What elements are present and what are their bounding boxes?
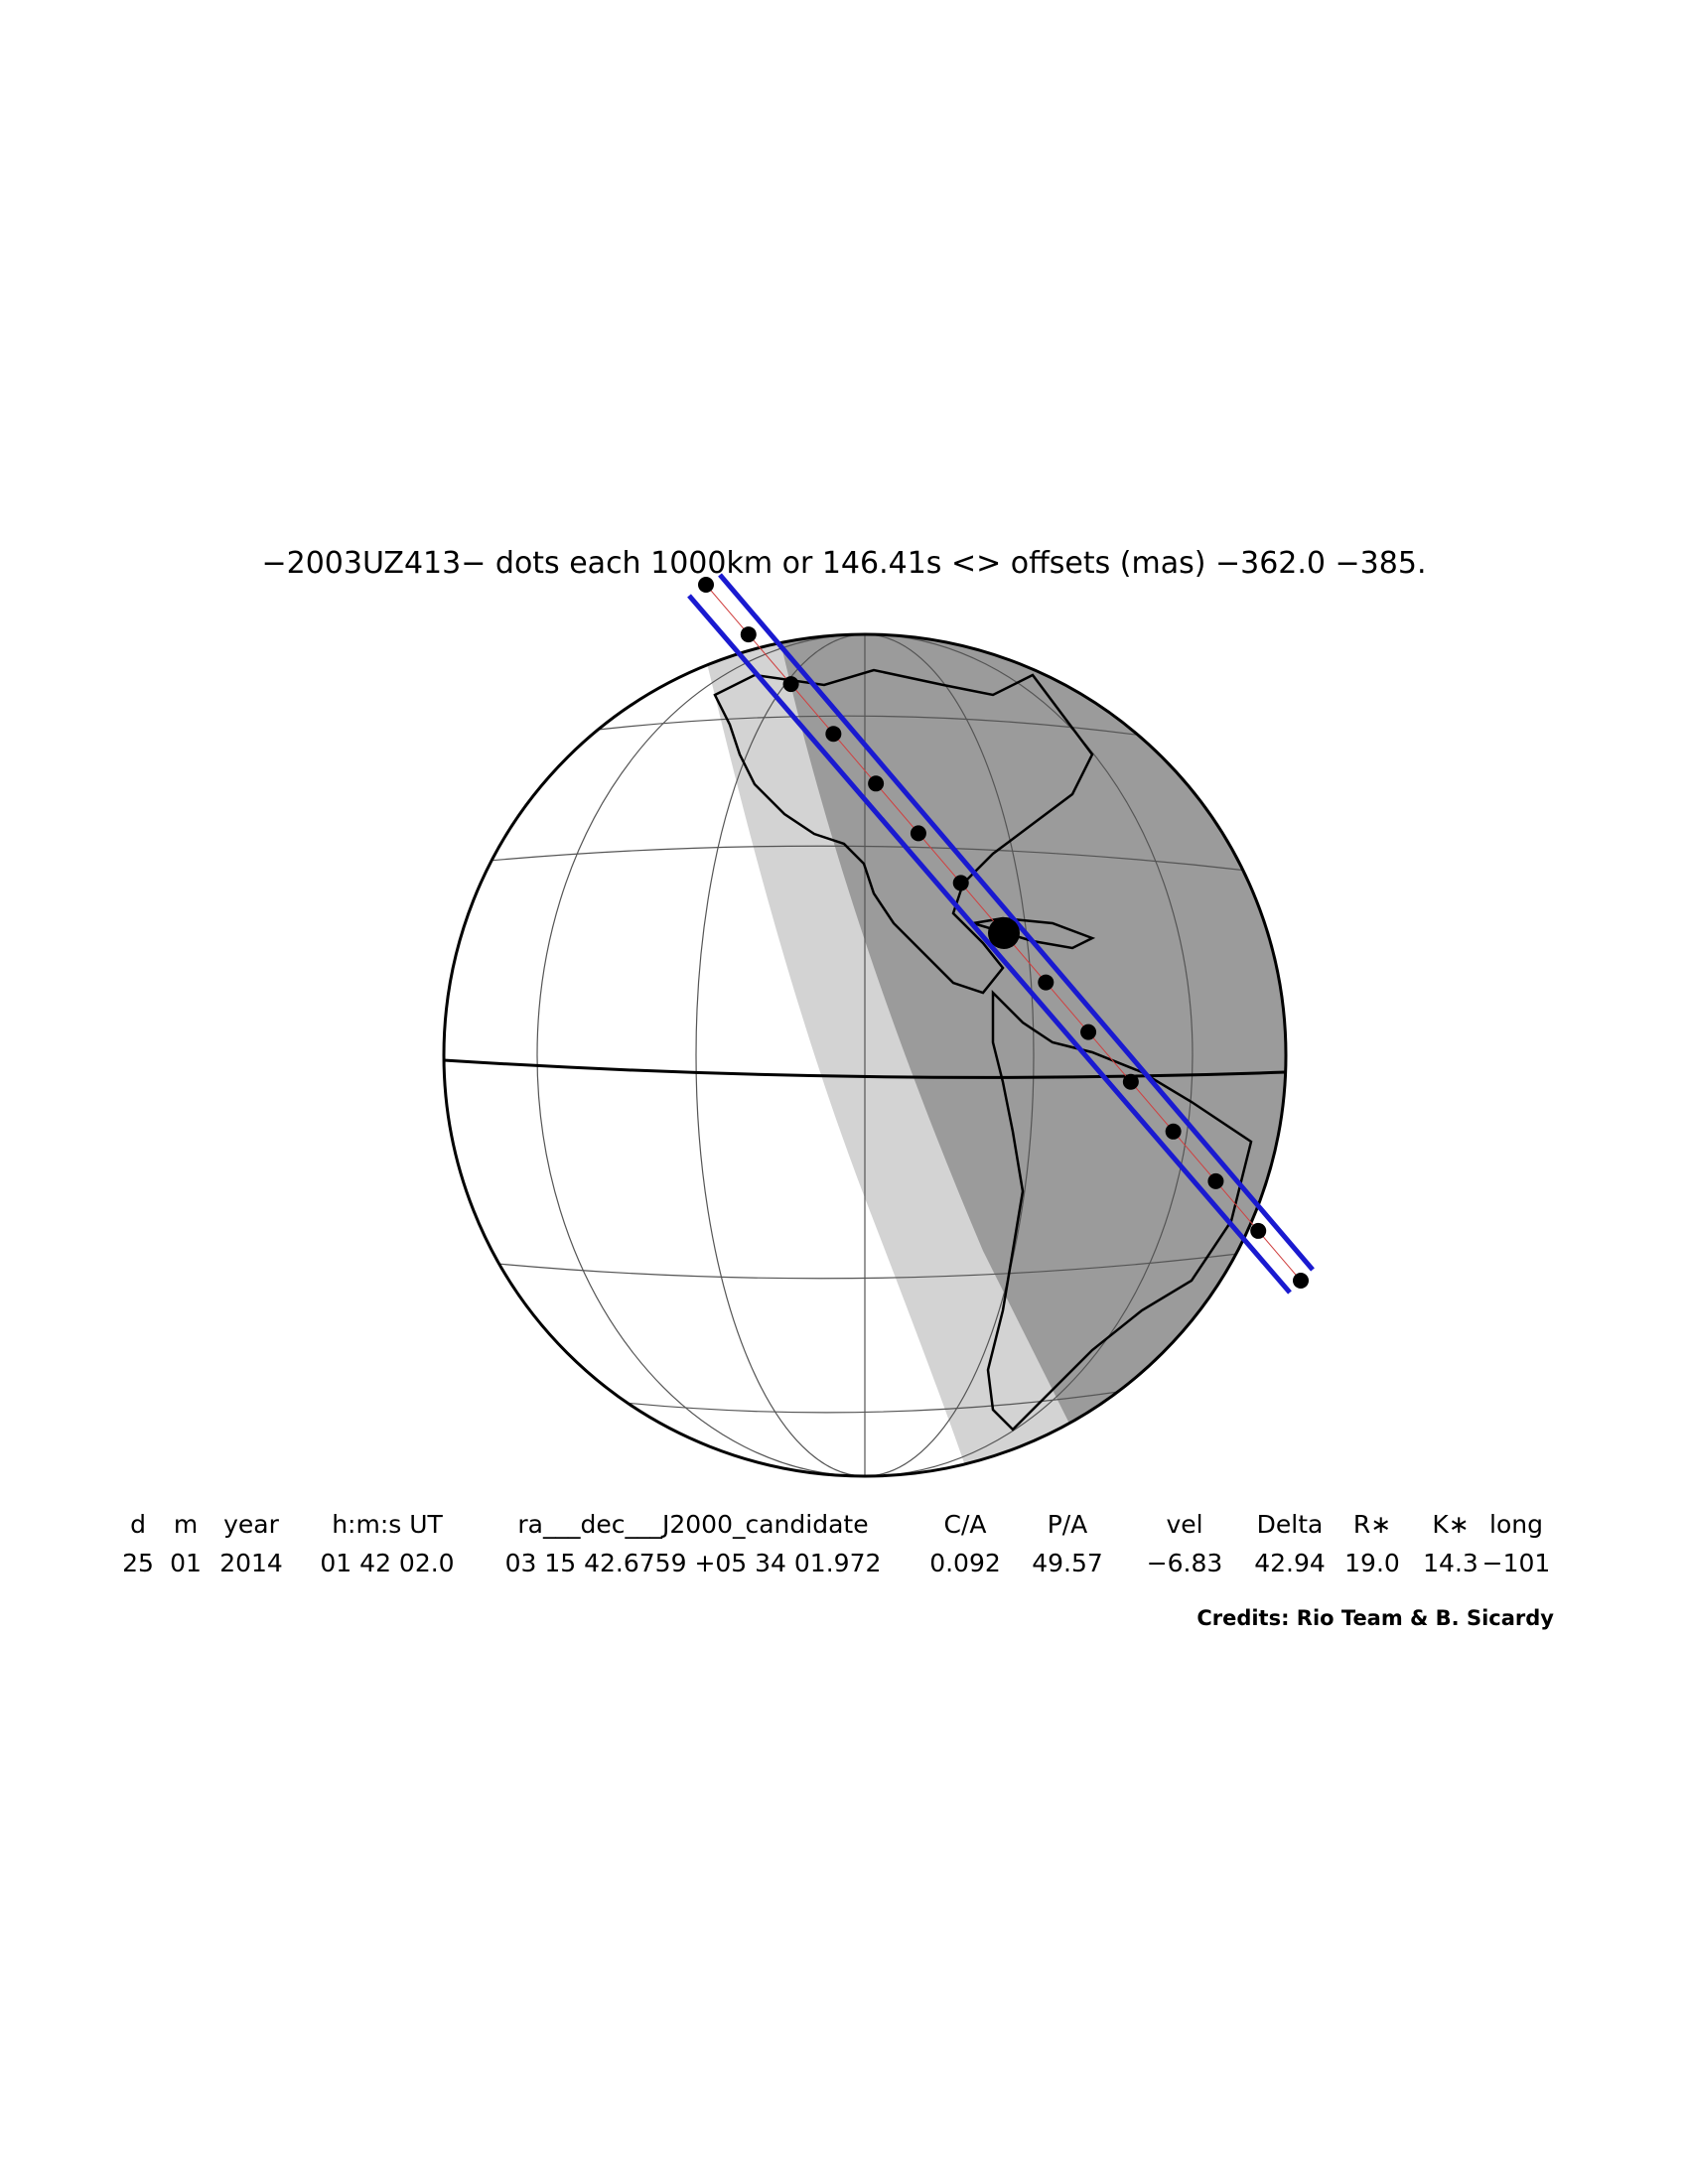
path-limit — [718, 573, 1315, 1272]
column-value: 2014 — [219, 1549, 283, 1577]
time-dot — [1293, 1273, 1309, 1289]
column-header: ra___dec___J2000_candidate — [517, 1510, 868, 1539]
column-header: long — [1489, 1510, 1543, 1539]
column-value: 25 — [122, 1549, 154, 1577]
column-header: Delta — [1257, 1510, 1324, 1539]
time-dot — [868, 775, 885, 792]
shadow-path — [687, 573, 1315, 1295]
column-value: −6.83 — [1147, 1549, 1223, 1577]
column-value: 03 15 42.6759 +05 34 01.972 — [505, 1549, 882, 1577]
closest-approach — [988, 917, 1020, 949]
equator — [444, 1058, 1286, 1079]
column-value: −101 — [1482, 1549, 1551, 1577]
time-dot — [952, 875, 969, 891]
column-value: 14.3 — [1423, 1549, 1478, 1577]
time-dot — [910, 825, 926, 842]
globe-outline — [442, 632, 1288, 1478]
time-dot — [1165, 1123, 1182, 1140]
title: −2003UZ413− dots each 1000km or 146.41s … — [262, 546, 1427, 581]
column-header: m — [174, 1510, 198, 1539]
time-dot — [1080, 1024, 1097, 1040]
time-dots — [698, 577, 1309, 1289]
time-dot — [740, 626, 757, 643]
column-header: C/A — [944, 1510, 987, 1539]
time-dot — [1122, 1073, 1139, 1090]
globe — [442, 632, 1288, 1478]
column-header: h:m:s UT — [332, 1510, 443, 1539]
time-dot — [782, 676, 799, 693]
info-table: d m year h:m:s UT ra___dec___J2000_candidate… — [122, 1510, 1550, 1577]
path-limit — [687, 594, 1292, 1295]
time-dot — [1038, 974, 1055, 991]
time-dot — [1207, 1172, 1224, 1189]
graticule — [456, 634, 1274, 1476]
column-value: 01 — [170, 1549, 202, 1577]
time-dot — [825, 726, 842, 743]
column-header: d — [130, 1510, 146, 1539]
column-header: R∗ — [1353, 1510, 1391, 1539]
column-value: 42.94 — [1254, 1549, 1326, 1577]
time-dot — [698, 577, 714, 593]
column-value: 0.092 — [929, 1549, 1001, 1577]
column-header: vel — [1166, 1510, 1202, 1539]
column-header: P/A — [1048, 1510, 1088, 1539]
credits: Credits: Rio Team & B. Sicardy — [1196, 1606, 1554, 1630]
column-header: year — [223, 1510, 279, 1539]
column-value: 49.57 — [1032, 1549, 1103, 1577]
time-dot — [1250, 1222, 1267, 1239]
column-value: 19.0 — [1344, 1549, 1400, 1577]
column-header: K∗ — [1432, 1510, 1469, 1539]
column-value: 01 42 02.0 — [320, 1549, 454, 1577]
